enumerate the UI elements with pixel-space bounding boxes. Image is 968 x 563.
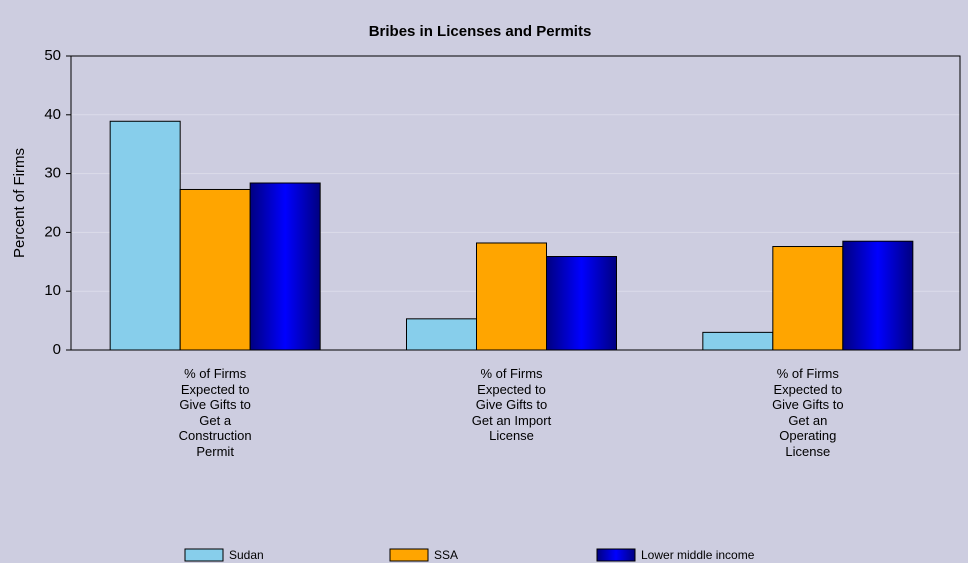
- legend-label: SSA: [434, 548, 458, 562]
- bar: [546, 256, 617, 351]
- y-tick-label: 10: [44, 282, 61, 299]
- chart-title: Bribes in Licenses and Permits: [369, 23, 592, 40]
- legend-swatch: [389, 548, 429, 562]
- bar: [406, 318, 477, 351]
- y-tick-label: 0: [53, 341, 61, 358]
- bar: [476, 242, 547, 351]
- y-tick-label: 20: [44, 223, 61, 240]
- x-tick-label: % of Firms Expected to Give Gifts to Get…: [178, 366, 252, 459]
- y-axis-label: Percent of Firms: [11, 148, 28, 258]
- y-tick-label: 50: [44, 47, 61, 64]
- legend-label: Sudan: [229, 548, 264, 562]
- y-tick-label: 40: [44, 106, 61, 123]
- bar: [702, 331, 774, 351]
- bar: [179, 188, 251, 351]
- x-tick-label: % of Firms Expected to Give Gifts to Get…: [772, 366, 844, 459]
- x-tick-label: % of Firms Expected to Give Gifts to Get…: [471, 366, 552, 443]
- legend-label: Lower middle income: [641, 548, 755, 562]
- bar: [109, 120, 181, 351]
- bar: [842, 240, 914, 351]
- y-tick-label: 30: [44, 165, 61, 182]
- bar: [772, 246, 844, 351]
- bar: [249, 182, 321, 351]
- legend-swatch: [184, 548, 224, 562]
- legend-swatch: [596, 548, 636, 562]
